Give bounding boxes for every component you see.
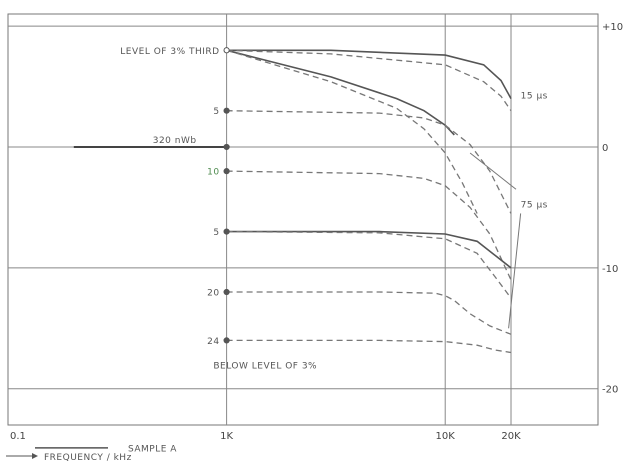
level-marker bbox=[223, 107, 230, 114]
series-line bbox=[226, 291, 512, 335]
level-marker bbox=[223, 168, 230, 175]
x-tick-label: 20K bbox=[501, 431, 521, 442]
legend: SAMPLE ASAMPLE B bbox=[35, 444, 177, 454]
level-marker bbox=[223, 143, 230, 151]
plot-frame bbox=[7, 13, 599, 426]
annotation: LEVEL OF 3% THIRD bbox=[120, 47, 219, 57]
series-line bbox=[226, 339, 512, 354]
level-marker bbox=[223, 228, 230, 235]
y-tick-label: 0 bbox=[602, 143, 608, 154]
x-axis-label: FREQUENCY / kHz bbox=[44, 453, 132, 463]
series-line bbox=[226, 230, 512, 269]
level-label: 5 bbox=[213, 228, 219, 238]
annotation: 320 nWb bbox=[153, 136, 197, 146]
leader-line bbox=[508, 213, 522, 329]
xlabel-arrowhead bbox=[32, 453, 38, 459]
annotation: BELOW LEVEL OF 3% bbox=[213, 362, 317, 372]
series-line bbox=[226, 230, 512, 299]
level-label: 5 bbox=[213, 107, 219, 117]
level-marker bbox=[223, 47, 230, 54]
series-line bbox=[226, 49, 512, 99]
series-line bbox=[226, 110, 512, 214]
series-lines bbox=[73, 49, 512, 354]
x-tick-label: 10K bbox=[436, 431, 456, 442]
annotation: 15 μs bbox=[521, 92, 548, 102]
x-tick-label: 0.1 bbox=[10, 431, 26, 442]
series-line bbox=[226, 49, 478, 214]
y-tick-label: -10 bbox=[602, 264, 618, 275]
level-label: 24 bbox=[207, 337, 219, 347]
level-markers bbox=[223, 47, 230, 344]
level-label: 20 bbox=[207, 289, 219, 299]
leader-line bbox=[469, 152, 517, 190]
level-marker bbox=[223, 337, 230, 344]
series-line bbox=[226, 49, 512, 112]
x-tick-label: 1K bbox=[220, 431, 233, 442]
y-tick-label: +10 bbox=[602, 22, 623, 33]
level-label: 10 bbox=[207, 168, 219, 178]
series-line bbox=[226, 170, 512, 281]
level-marker bbox=[223, 288, 230, 296]
annotation: 75 μs bbox=[521, 200, 548, 210]
chart-labels: 0.1 1K 10K 20K +10 0 -10 -20 5 10 5 20 24 LEVEL OF 3%… bbox=[6, 22, 623, 463]
legend-label: SAMPLE A bbox=[128, 444, 177, 454]
y-tick-label: -20 bbox=[602, 385, 618, 396]
